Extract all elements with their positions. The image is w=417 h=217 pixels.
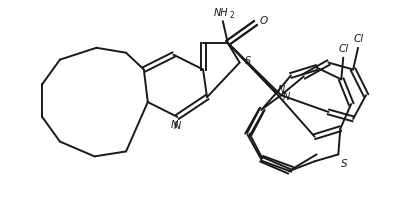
Text: N: N [174, 121, 181, 131]
Text: S: S [341, 159, 348, 169]
Text: Cl: Cl [354, 34, 364, 44]
Text: Cl: Cl [338, 44, 348, 54]
Text: O: O [259, 16, 267, 26]
Text: S: S [244, 56, 251, 66]
Text: N: N [278, 85, 285, 95]
Text: NH: NH [214, 8, 228, 18]
Text: N: N [283, 92, 290, 102]
Text: N: N [171, 120, 178, 130]
Text: 2: 2 [230, 11, 234, 20]
